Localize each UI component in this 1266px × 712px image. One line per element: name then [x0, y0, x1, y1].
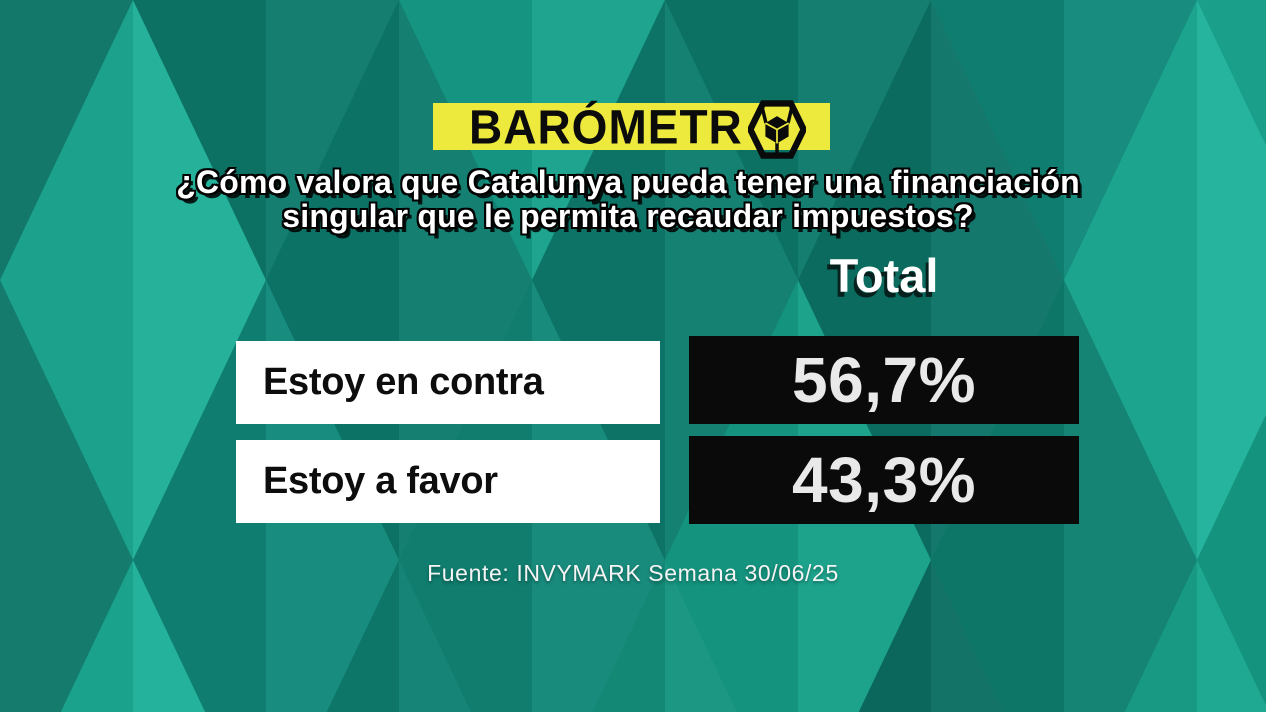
- answer-value-box: 56,7%: [689, 336, 1079, 424]
- answer-label-box: Estoy en contra: [236, 341, 660, 424]
- answer-value-box: 43,3%: [689, 436, 1079, 524]
- source-caption: Fuente: INVYMARK Semana 30/06/25: [427, 560, 839, 586]
- answer-label: Estoy en contra: [263, 361, 544, 403]
- barometro-banner: BARÓMETR: [433, 99, 830, 159]
- answer-label-box: Estoy a favor: [236, 440, 660, 523]
- poll-question-line2: singular que le permita recaudar impuest…: [282, 198, 974, 234]
- hexagon-cube-icon: [747, 100, 806, 159]
- answer-value: 56,7%: [792, 344, 976, 416]
- barometro-logo-text: BARÓMETR: [469, 99, 743, 154]
- poll-question-line1: ¿Cómo valora que Catalunya pueda tener u…: [176, 164, 1080, 200]
- answer-label: Estoy a favor: [263, 460, 498, 502]
- poll-question: ¿Cómo valora que Catalunya pueda tener u…: [0, 165, 1256, 233]
- column-header-total: Total: [829, 249, 939, 302]
- answer-value: 43,3%: [792, 444, 976, 516]
